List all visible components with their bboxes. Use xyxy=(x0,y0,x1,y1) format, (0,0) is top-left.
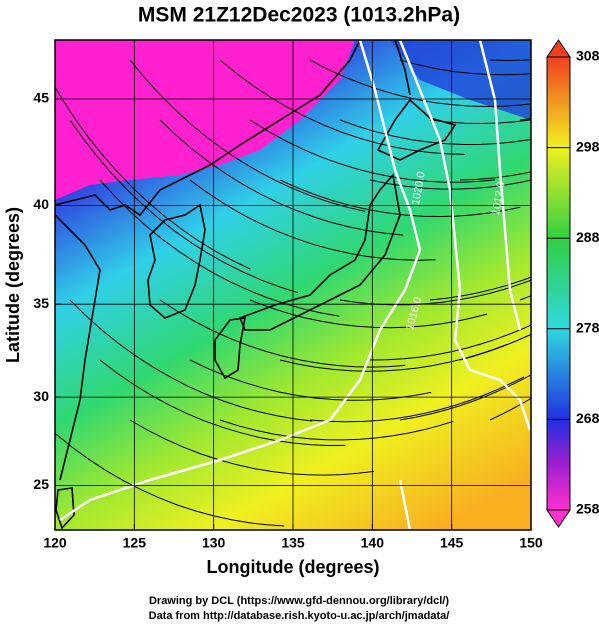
streamline xyxy=(369,179,531,190)
y-tick-label: 25 xyxy=(33,476,49,492)
streamline xyxy=(189,179,436,261)
streamline xyxy=(69,119,299,294)
streamline xyxy=(369,324,531,361)
streamline xyxy=(159,119,404,236)
streamline xyxy=(55,86,251,270)
isobars xyxy=(59,40,531,530)
streamline xyxy=(489,397,531,421)
streamline xyxy=(429,276,531,301)
streamline xyxy=(249,119,495,183)
contour-label: 1012.0 xyxy=(490,181,508,216)
streamline xyxy=(429,119,531,125)
streamline xyxy=(459,333,531,361)
contour-label: 1020.0 xyxy=(410,171,428,206)
plot-area xyxy=(55,40,531,530)
x-tick-label: 125 xyxy=(123,535,147,551)
colorbar-tick-label: 298 xyxy=(576,138,599,154)
colorbar-min-arrow xyxy=(546,509,571,528)
streamline xyxy=(219,59,466,155)
streamline xyxy=(309,376,525,423)
colorbar-tick-label: 288 xyxy=(576,229,599,245)
y-tick-label: 40 xyxy=(33,196,49,212)
streamline xyxy=(55,432,285,527)
streamline xyxy=(99,359,346,447)
colorbar-tick-label: 268 xyxy=(576,410,599,426)
credit: Drawing by DCL (https://www.gfd-dennou.o… xyxy=(149,595,449,607)
streamline xyxy=(219,419,454,441)
cold-region xyxy=(55,40,355,200)
title: MSM 21Z12Dec2023 (1013.2hPa) xyxy=(138,4,460,27)
x-tick-label: 120 xyxy=(43,535,67,551)
grid xyxy=(55,40,531,530)
streamline xyxy=(339,119,531,146)
streamline xyxy=(489,59,531,62)
y-tick-label: 45 xyxy=(33,90,49,106)
colorbar-tick-label: 258 xyxy=(576,501,599,517)
streamline xyxy=(309,59,531,108)
x-axis-label: Longitude (degrees) xyxy=(206,557,379,577)
colorbar-body xyxy=(546,56,571,511)
y-tick-label: 30 xyxy=(33,388,49,404)
credit: Data from http://database.rish.kyoto-u.a… xyxy=(149,610,450,622)
y-axis-label: Latitude (degrees) xyxy=(3,207,23,363)
streamline xyxy=(279,179,521,218)
streamline xyxy=(189,359,432,401)
colorbar-max-arrow xyxy=(546,39,571,58)
streamline xyxy=(399,374,531,421)
colorbar-tick-label: 278 xyxy=(576,320,599,336)
streamlines xyxy=(55,59,531,527)
streamline xyxy=(129,419,375,476)
streamline xyxy=(399,59,531,76)
x-tick-label: 135 xyxy=(281,535,305,551)
x-tick-label: 140 xyxy=(361,535,385,551)
streamline xyxy=(459,171,531,181)
x-tick-label: 150 xyxy=(519,535,543,551)
streamline xyxy=(69,299,313,422)
x-tick-label: 145 xyxy=(440,535,464,551)
y-tick-label: 35 xyxy=(33,295,49,311)
x-tick-label: 130 xyxy=(202,535,226,551)
colorbar: 258 268 278 288 298 308 xyxy=(546,39,599,528)
colorbar-tick-label: 308 xyxy=(576,48,599,64)
axes: 120 125 130 135 140 145 150 25 30 35 40 45 xyxy=(33,90,542,551)
